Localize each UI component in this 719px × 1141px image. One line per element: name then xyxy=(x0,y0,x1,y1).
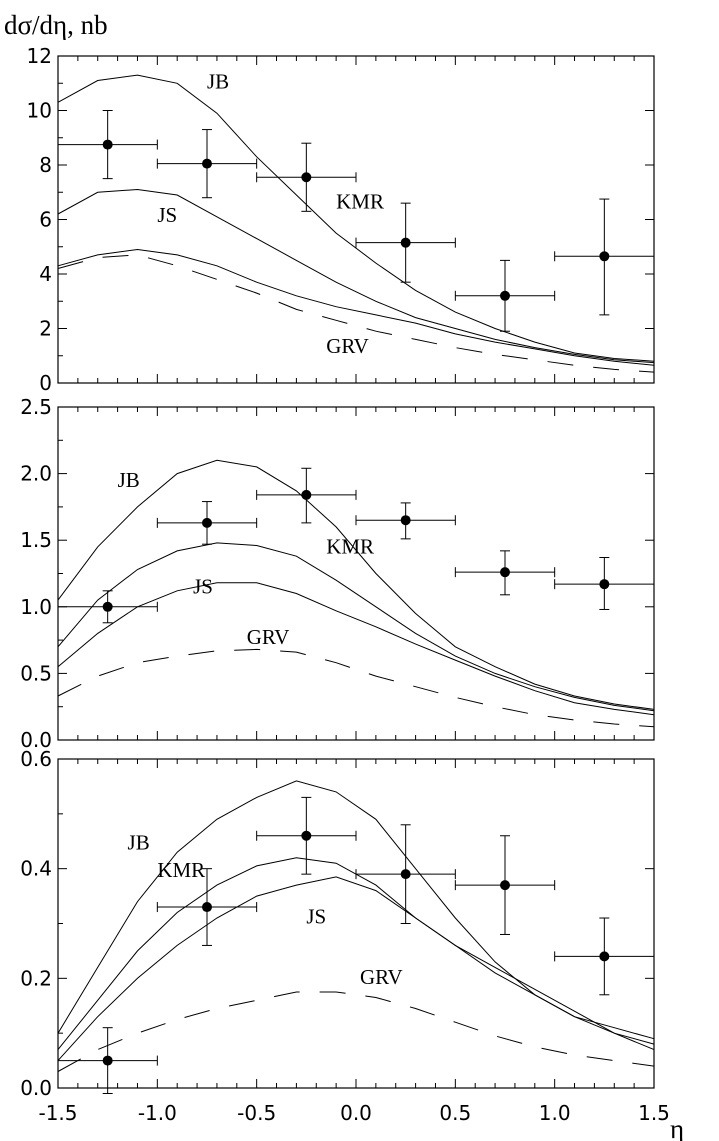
x-tick-label: 1.5 xyxy=(638,1101,670,1125)
curve-jb xyxy=(57,74,655,362)
y-tick-label: 0.0 xyxy=(20,1076,52,1100)
data-point xyxy=(400,869,411,880)
y-tick-label: 0.5 xyxy=(20,661,52,685)
x-tick-label: -1.5 xyxy=(38,1101,77,1125)
curve-kmr xyxy=(57,188,655,364)
curve-js xyxy=(57,582,655,716)
curve-label-jb: JB xyxy=(128,830,150,854)
data-point xyxy=(599,251,610,262)
curve-jb xyxy=(57,459,655,710)
data-point xyxy=(599,951,610,962)
curve-grv xyxy=(57,648,655,728)
curve-label-js: JS xyxy=(157,203,177,227)
y-tick-label: 2.0 xyxy=(20,462,52,486)
x-tick-label: 0.0 xyxy=(340,1101,372,1125)
curve-label-kmr: KMR xyxy=(336,190,384,214)
y-tick-label: 1.5 xyxy=(20,528,52,552)
y-tick-label: 0.2 xyxy=(20,966,52,990)
y-tick-label: 1.0 xyxy=(20,595,52,619)
curve-grv xyxy=(57,254,655,373)
data-point xyxy=(500,567,510,578)
curve-kmr xyxy=(57,542,655,712)
curve-js xyxy=(57,248,655,366)
curve-label-grv: GRV xyxy=(326,334,369,358)
y-tick-label: 0 xyxy=(39,371,52,395)
curve-label-grv: GRV xyxy=(360,965,403,989)
curve-grv xyxy=(57,991,655,1072)
panel-top: 0 2 4 6 8 10 12 JB KMR JS GRV xyxy=(27,44,655,395)
curve-label-jb: JB xyxy=(118,468,140,492)
data-point xyxy=(102,1055,113,1066)
data-point xyxy=(400,515,411,526)
data-point xyxy=(301,172,312,183)
curve-label-kmr: KMR xyxy=(157,858,205,882)
y-tick-label: 0.4 xyxy=(20,857,52,881)
data-point xyxy=(500,880,510,891)
data-point xyxy=(202,902,212,913)
y-tick-label: 2.5 xyxy=(20,395,52,419)
curve-label-kmr: KMR xyxy=(326,535,374,559)
plot-frame xyxy=(57,406,655,741)
plot-frame xyxy=(57,758,655,1089)
y-axis-title: dσ/dη, nb xyxy=(4,10,108,40)
data-point xyxy=(202,517,212,528)
data-point xyxy=(301,489,312,500)
curve-label-jb: JB xyxy=(207,70,229,94)
y-tick-label: 12 xyxy=(27,44,52,68)
y-tick-label: 0.6 xyxy=(20,747,52,771)
x-tick-label: -1.0 xyxy=(138,1101,177,1125)
y-tick-label: 2 xyxy=(39,317,52,341)
y-tick-label: 4 xyxy=(39,262,52,286)
data-point xyxy=(202,158,212,169)
y-tick-label: 10 xyxy=(27,99,52,123)
curve-kmr xyxy=(57,857,655,1050)
y-tick-label: 8 xyxy=(39,153,52,177)
x-axis-title: η xyxy=(670,1114,684,1141)
panel-middle: 0.0 0.5 1.0 1.5 2.0 2.5 JB KMR JS GRV xyxy=(20,395,655,752)
data-point xyxy=(500,290,510,301)
x-tick-label: 0.5 xyxy=(439,1101,471,1125)
data-point xyxy=(599,579,610,590)
curve-js xyxy=(57,876,655,1061)
curve-label-js: JS xyxy=(193,574,213,598)
y-tick-label: 6 xyxy=(39,208,52,232)
curve-label-grv: GRV xyxy=(247,625,290,649)
data-point xyxy=(400,237,411,248)
data-point xyxy=(301,830,312,841)
y-tick-label: 0.0 xyxy=(20,728,52,752)
curve-label-js: JS xyxy=(306,905,326,929)
x-tick-label: -0.5 xyxy=(237,1101,276,1125)
panel-bottom: 0.0 0.2 0.4 0.6 -1.5 -1.0 -0.5 0.0 0.5 1.0 1.5 JB KM… xyxy=(20,747,670,1125)
data-point xyxy=(102,601,113,612)
data-point xyxy=(102,139,113,150)
x-tick-label: 1.0 xyxy=(539,1101,571,1125)
curve-jb xyxy=(57,780,655,1040)
